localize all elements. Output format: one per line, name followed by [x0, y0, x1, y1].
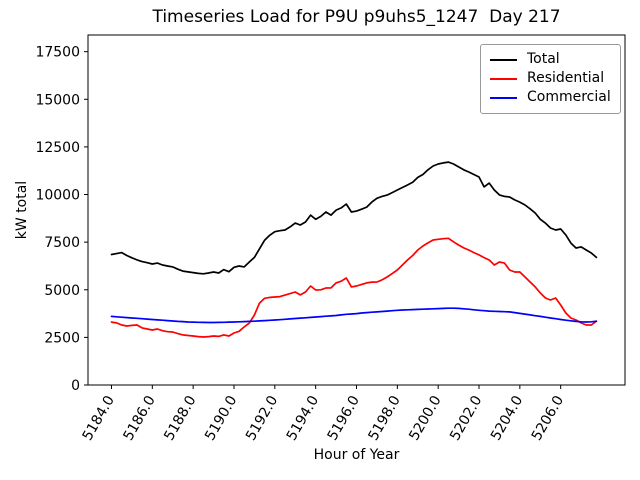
- x-axis-label: Hour of Year: [313, 447, 400, 463]
- legend-line-swatch: [490, 77, 517, 80]
- y-tick-label: 7500: [44, 235, 80, 251]
- y-tick-label: 15000: [35, 92, 80, 108]
- x-tick-label: 5198.0: [365, 393, 403, 443]
- x-tick-label: 5200.0: [406, 393, 444, 443]
- x-tick-label: 5194.0: [284, 393, 322, 443]
- y-tick-label: 12500: [35, 140, 80, 156]
- legend-item-commercial: Commercial: [490, 88, 612, 107]
- x-tick-label: 5188.0: [161, 393, 199, 443]
- legend-line-swatch: [490, 96, 517, 99]
- y-tick-label: 17500: [35, 45, 80, 61]
- x-tick-label: 5186.0: [120, 393, 158, 443]
- legend-label: Commercial: [527, 89, 611, 105]
- legend-item-residential: Residential: [490, 69, 612, 88]
- x-tick-label: 5206.0: [529, 393, 567, 443]
- series-line-commercial: [110, 307, 598, 324]
- legend-line-swatch: [490, 58, 517, 61]
- legend: Total Residential Commercial: [480, 44, 621, 114]
- series-line-total: [110, 161, 598, 275]
- x-tick-label: 5196.0: [325, 393, 363, 443]
- x-tick-label: 5202.0: [447, 393, 485, 443]
- series-line-residential: [110, 237, 598, 338]
- legend-label: Residential: [527, 70, 605, 86]
- y-tick-label: 0: [71, 378, 80, 394]
- x-tick-label: 5204.0: [488, 393, 526, 443]
- y-tick-label: 10000: [35, 188, 80, 204]
- chart-title: Timeseries Load for P9U p9uhs5_1247 Day …: [152, 7, 561, 27]
- y-tick-label: 5000: [44, 283, 80, 299]
- legend-item-total: Total: [490, 50, 612, 69]
- x-tick-label: 5192.0: [243, 393, 281, 443]
- x-tick-label: 5190.0: [202, 393, 240, 443]
- y-axis-label: kW total: [14, 180, 30, 240]
- x-tick-label: 5184.0: [80, 393, 118, 443]
- y-tick-label: 2500: [44, 330, 80, 346]
- legend-label: Total: [527, 51, 560, 67]
